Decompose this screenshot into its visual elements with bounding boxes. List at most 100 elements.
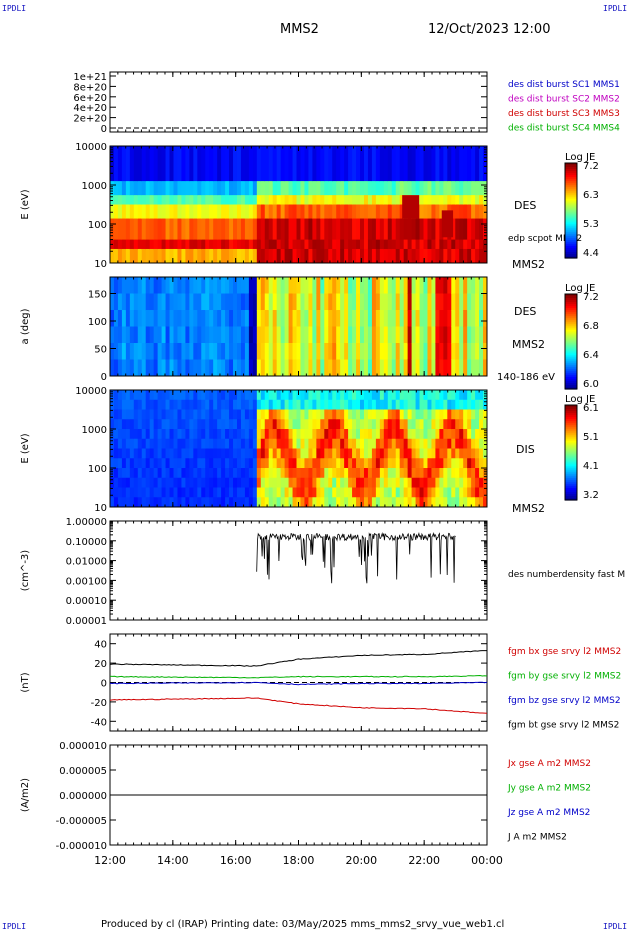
des-pitch-cell: [427, 343, 432, 360]
dis-energy-instrument: DIS: [516, 443, 535, 456]
dis-energy-cell: [403, 399, 409, 410]
des-energy-cell: [356, 146, 361, 182]
dis-energy-cell: [229, 458, 234, 469]
des-energy-cell: [233, 204, 238, 220]
dis-energy-cell: [479, 429, 484, 440]
des-energy-cell: [395, 146, 401, 182]
des-energy-cell: [387, 248, 393, 264]
des-pitch-cell: [268, 326, 274, 344]
dis-energy-cell: [165, 448, 171, 459]
dis-energy-cell: [415, 448, 421, 459]
dis-energy-colorbar-cell: [565, 470, 577, 473]
dis-energy-cell: [312, 409, 317, 420]
dis-energy-cell: [395, 390, 401, 401]
des-energy-cell: [213, 248, 218, 264]
des-pitch-colorbar-tick: 7.2: [583, 292, 599, 303]
dis-energy-cell: [129, 448, 135, 459]
des-pitch-cell: [332, 326, 337, 344]
des-energy-cell: [280, 146, 286, 182]
des-energy-cell: [371, 146, 377, 182]
des-energy-cell: [221, 239, 226, 250]
dis-energy-cell: [447, 477, 452, 488]
dis-energy-cell: [300, 458, 305, 469]
des-energy-cell: [423, 239, 428, 250]
des-energy-cell: [383, 248, 389, 264]
des-energy-cell: [145, 248, 151, 264]
des-pitch-colorbar-cell: [565, 355, 577, 358]
dis-energy-cell: [379, 390, 385, 401]
dis-energy-cell: [371, 399, 377, 410]
dis-energy-cell: [177, 390, 182, 401]
des-energy-cell: [336, 181, 341, 196]
des-pitch-cell: [423, 293, 428, 311]
dis-energy-cell: [308, 448, 313, 459]
des-energy-cell: [395, 181, 401, 196]
fgm-legend-entry: fgm bz gse srvy l2 MMS2: [508, 696, 621, 706]
des-energy-cell: [435, 146, 440, 182]
des-energy-cell: [344, 195, 349, 205]
des-energy-colorbar-tick: 5.3: [583, 219, 599, 230]
des-pitch-cell: [463, 343, 468, 360]
des-pitch-cell: [205, 343, 210, 360]
des-pitch-cell: [304, 343, 309, 360]
dis-energy-cell: [256, 458, 262, 469]
dis-energy-cell: [419, 438, 425, 449]
dis-energy-cell: [217, 497, 222, 508]
des-pitch-cell: [352, 293, 357, 311]
des-energy-cell: [113, 181, 119, 196]
des-energy-cell: [328, 204, 333, 220]
current-tick-label: 0.000005: [59, 766, 107, 777]
dis-energy-cell: [165, 468, 171, 479]
dis-energy-cell: [320, 409, 325, 420]
dis-energy-cell: [141, 477, 147, 488]
dis-energy-cell: [125, 399, 131, 410]
dis-energy-cell: [296, 429, 301, 440]
des-energy-cell: [145, 204, 151, 220]
dis-energy-cell: [221, 399, 226, 410]
des-pitch-cell: [427, 359, 432, 377]
dis-energy-colorbar-cell: [565, 448, 577, 452]
des-pitch-colorbar-cell: [565, 323, 577, 327]
des-pitch-colorbar-cell: [565, 303, 577, 307]
des-energy-cell: [264, 204, 270, 220]
des-pitch-cell: [209, 359, 214, 377]
des-energy-cell: [336, 146, 341, 182]
des-energy-cell: [387, 146, 393, 182]
dis-energy-cell: [117, 458, 123, 469]
des-energy-cell: [320, 239, 325, 250]
dis-energy-cell: [240, 487, 246, 498]
dis-energy-cell: [233, 448, 238, 459]
des-pitch-cell: [221, 359, 226, 377]
des-pitch-cell: [173, 326, 178, 344]
dis-energy-cell: [221, 468, 226, 479]
des-pitch-cell: [157, 310, 163, 327]
dis-energy-cell: [284, 438, 290, 449]
dis-energy-cell: [221, 419, 226, 430]
dis-energy-cell: [225, 487, 230, 498]
dis-energy-cell: [113, 497, 119, 508]
des-pitch-cell: [145, 343, 151, 360]
dis-energy-cell: [356, 399, 361, 410]
dis-energy-cell: [475, 419, 480, 430]
des-pitch-cell: [455, 359, 460, 377]
dis-energy-cell: [367, 477, 373, 488]
des-energy-cell: [133, 204, 139, 220]
dis-energy-cell: [300, 468, 305, 479]
des-pitch-colorbar-cell: [565, 361, 577, 364]
dis-energy-cell: [443, 409, 448, 420]
dis-energy-cell: [161, 429, 167, 440]
dis-energy-cell: [352, 429, 357, 440]
dis-energy-cell: [336, 497, 341, 508]
des-energy-cell: [455, 195, 460, 205]
des-pitch-cell: [379, 326, 385, 344]
des-energy-colorbar-cell: [565, 242, 577, 245]
dis-energy-cell: [479, 497, 484, 508]
des-pitch-cell: [471, 293, 476, 311]
des-energy-cell: [233, 146, 238, 182]
des-energy-cell: [268, 239, 274, 250]
dis-energy-cell: [173, 438, 178, 449]
dis-energy-cell: [137, 390, 143, 401]
dis-energy-cell: [300, 409, 305, 420]
density-series-line: [256, 531, 456, 584]
des-pitch-cell: [161, 326, 167, 344]
